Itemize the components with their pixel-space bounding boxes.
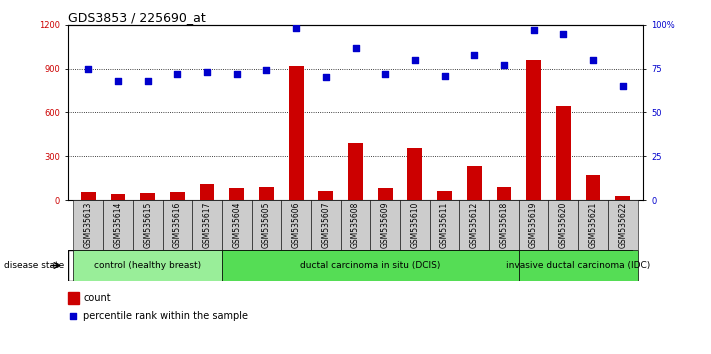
Text: GSM535604: GSM535604 — [232, 201, 241, 248]
Bar — [526, 60, 541, 200]
Point — [68, 313, 79, 319]
FancyBboxPatch shape — [370, 200, 400, 250]
FancyBboxPatch shape — [192, 200, 222, 250]
Point — [261, 68, 272, 73]
Text: control (healthy breast): control (healthy breast) — [94, 261, 201, 270]
FancyBboxPatch shape — [341, 200, 370, 250]
Text: GDS3853 / 225690_at: GDS3853 / 225690_at — [68, 11, 205, 24]
Text: GSM535618: GSM535618 — [499, 201, 508, 248]
Bar — [615, 196, 630, 200]
Bar — [496, 187, 511, 200]
Bar — [586, 175, 600, 200]
Point — [410, 57, 421, 63]
Text: GSM535622: GSM535622 — [618, 201, 627, 248]
Bar — [170, 192, 185, 200]
FancyBboxPatch shape — [548, 200, 578, 250]
Text: GSM535607: GSM535607 — [321, 201, 331, 248]
Text: GSM535621: GSM535621 — [589, 201, 597, 248]
Text: GSM535606: GSM535606 — [292, 201, 301, 248]
FancyBboxPatch shape — [608, 200, 638, 250]
Bar — [289, 65, 304, 200]
Point — [171, 71, 183, 77]
Point — [528, 27, 540, 33]
FancyBboxPatch shape — [400, 200, 429, 250]
FancyBboxPatch shape — [429, 200, 459, 250]
Bar — [200, 184, 215, 200]
FancyBboxPatch shape — [222, 200, 252, 250]
Point — [350, 45, 361, 50]
FancyBboxPatch shape — [311, 200, 341, 250]
Text: count: count — [83, 293, 111, 303]
Point — [498, 62, 510, 68]
Point — [439, 73, 450, 79]
Text: GSM535608: GSM535608 — [351, 201, 360, 248]
Point — [201, 69, 213, 75]
Point — [320, 75, 331, 80]
FancyBboxPatch shape — [73, 200, 103, 250]
Text: GSM535615: GSM535615 — [143, 201, 152, 248]
Text: invasive ductal carcinoma (IDC): invasive ductal carcinoma (IDC) — [506, 261, 651, 270]
Point — [142, 78, 154, 84]
Bar — [111, 194, 125, 200]
FancyBboxPatch shape — [489, 200, 519, 250]
Point — [290, 25, 301, 31]
Bar — [348, 143, 363, 200]
Bar — [230, 188, 244, 200]
Text: GSM535605: GSM535605 — [262, 201, 271, 248]
Text: ductal carcinoma in situ (DCIS): ductal carcinoma in situ (DCIS) — [300, 261, 441, 270]
FancyBboxPatch shape — [252, 200, 282, 250]
Text: GSM535610: GSM535610 — [410, 201, 419, 248]
Bar — [378, 188, 392, 200]
FancyBboxPatch shape — [519, 250, 638, 281]
Text: GSM535617: GSM535617 — [203, 201, 212, 248]
Text: GSM535620: GSM535620 — [559, 201, 568, 248]
Point — [82, 66, 94, 72]
Point — [469, 52, 480, 57]
FancyBboxPatch shape — [578, 200, 608, 250]
Text: disease state: disease state — [4, 261, 64, 270]
FancyBboxPatch shape — [103, 200, 133, 250]
Bar — [319, 191, 333, 200]
Text: GSM535613: GSM535613 — [84, 201, 93, 248]
FancyBboxPatch shape — [163, 200, 192, 250]
Bar — [437, 190, 452, 200]
FancyBboxPatch shape — [222, 250, 519, 281]
Text: GSM535609: GSM535609 — [380, 201, 390, 248]
Bar — [467, 166, 481, 200]
Point — [380, 71, 391, 77]
Point — [112, 78, 124, 84]
FancyBboxPatch shape — [133, 200, 163, 250]
FancyBboxPatch shape — [459, 200, 489, 250]
Bar — [81, 192, 96, 200]
FancyBboxPatch shape — [519, 200, 548, 250]
Bar — [259, 187, 274, 200]
Bar — [407, 148, 422, 200]
Bar — [140, 193, 155, 200]
Point — [587, 57, 599, 63]
Bar — [556, 106, 571, 200]
Text: GSM535614: GSM535614 — [114, 201, 122, 248]
Text: GSM535612: GSM535612 — [470, 201, 479, 248]
Point — [557, 31, 569, 36]
Text: GSM535616: GSM535616 — [173, 201, 182, 248]
Point — [231, 71, 242, 77]
FancyBboxPatch shape — [282, 200, 311, 250]
FancyBboxPatch shape — [73, 250, 222, 281]
Bar — [68, 292, 79, 304]
Text: GSM535611: GSM535611 — [440, 201, 449, 248]
Point — [617, 83, 629, 89]
Text: GSM535619: GSM535619 — [529, 201, 538, 248]
Text: percentile rank within the sample: percentile rank within the sample — [83, 311, 248, 321]
